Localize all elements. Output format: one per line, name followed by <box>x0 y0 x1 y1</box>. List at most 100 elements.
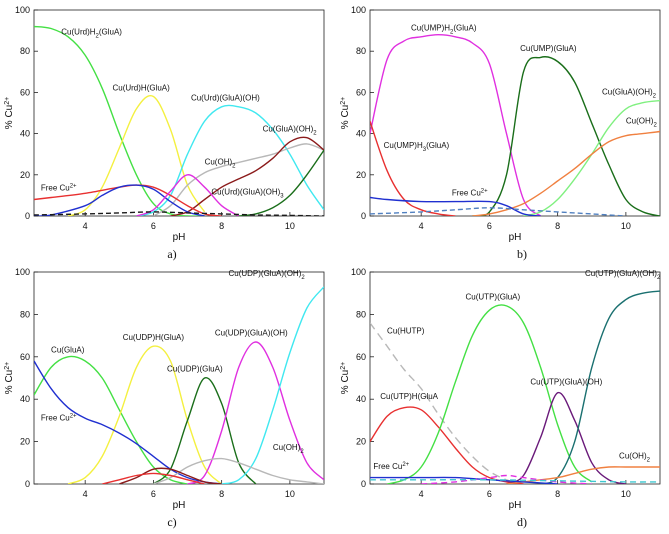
species-label: Cu(GluA) <box>51 346 85 355</box>
species-label: Cu(UDP)(GluA)(OH) <box>215 329 288 338</box>
series-line <box>370 33 542 216</box>
plot-frame <box>369 9 661 217</box>
y-axis-label: % Cu2+ <box>340 362 352 394</box>
species-label: Cu(UMP)H3(GluA) <box>384 141 450 153</box>
series-line <box>540 290 660 484</box>
species-label: Cu(UDP)H(GluA) <box>123 333 185 342</box>
series-line <box>370 479 660 483</box>
x-tick-label: 4 <box>83 221 88 231</box>
panel-caption: b) <box>517 247 527 261</box>
series-line <box>34 360 222 484</box>
species-label: Cu(OH)2 <box>273 443 305 455</box>
x-axis-label: pH <box>173 232 186 243</box>
series-line <box>119 467 222 484</box>
y-tick-label: 20 <box>20 170 30 180</box>
y-tick-label: 100 <box>15 267 30 277</box>
y-tick-label: 80 <box>20 309 30 319</box>
species-label: Free Cu2+ <box>452 188 488 197</box>
species-label: Cu(UMP)H2(GluA) <box>411 24 477 36</box>
y-tick-label: 100 <box>351 267 366 277</box>
y-axis-label: % Cu2+ <box>4 97 16 129</box>
x-tick-label: 6 <box>151 221 156 231</box>
panel-caption: a) <box>167 247 176 261</box>
y-axis-label: % Cu2+ <box>4 362 16 394</box>
series-line <box>170 136 324 216</box>
series-line <box>67 345 223 484</box>
series-line <box>67 95 206 216</box>
y-tick-label: 20 <box>356 170 366 180</box>
y-axis-label: % Cu2+ <box>340 97 352 129</box>
y-tick-label: 40 <box>356 394 366 404</box>
y-tick-label: 80 <box>356 46 366 56</box>
x-tick-label: 4 <box>419 489 424 499</box>
series-line <box>153 143 324 216</box>
plot-frame <box>369 271 661 485</box>
y-tick-label: 80 <box>20 46 30 56</box>
series-line <box>472 56 660 216</box>
species-label: Cu(UTP)(GluA) <box>466 293 521 302</box>
series-line <box>34 211 324 216</box>
y-tick-label: 20 <box>356 437 366 447</box>
panel-1: 0 20 40 60 80 100 4 6 8 10 pH % Cu2+ a) Cu(Urd)H2(Glu… <box>4 5 325 261</box>
species-label: Free Cu2+ <box>373 462 409 471</box>
panel-3: 0 20 40 60 80 100 4 6 8 10 pH % Cu2+ c) Cu(UDP)(GluA)… <box>4 267 325 529</box>
series-line <box>370 406 524 484</box>
species-label: Cu(UTP)(GluA)(OH)2 <box>585 269 661 281</box>
x-tick-label: 4 <box>83 489 88 499</box>
series-line <box>421 474 592 484</box>
x-tick-label: 10 <box>621 489 631 499</box>
x-tick-label: 8 <box>219 489 224 499</box>
series-line <box>221 286 324 484</box>
x-tick-label: 4 <box>419 221 424 231</box>
species-label: Free Cu2+ <box>41 183 77 192</box>
series-line <box>187 341 324 484</box>
y-tick-label: 100 <box>15 5 30 15</box>
series-line <box>153 457 324 484</box>
species-label: Cu(OH)2 <box>626 116 658 128</box>
species-label: Cu(UTP)H(GluA <box>380 392 438 401</box>
y-tick-label: 60 <box>20 352 30 362</box>
species-label: Cu(HUTP) <box>387 326 425 335</box>
series-line <box>238 149 324 216</box>
plot-frame <box>33 271 325 485</box>
x-tick-label: 10 <box>621 221 631 231</box>
y-tick-label: 20 <box>20 437 30 447</box>
y-tick-label: 40 <box>20 129 30 139</box>
x-tick-label: 10 <box>285 489 295 499</box>
series-line <box>472 130 660 216</box>
y-tick-label: 40 <box>20 394 30 404</box>
species-label: Cu(Urd)H(GluA) <box>112 83 170 92</box>
y-tick-label: 0 <box>361 211 366 221</box>
species-label: Cu(GluA)(OH)2 <box>602 87 657 99</box>
series-line <box>136 104 324 216</box>
x-tick-label: 8 <box>555 489 560 499</box>
species-label: Cu(UMP)(GluA) <box>520 44 577 53</box>
y-tick-label: 60 <box>356 352 366 362</box>
species-label: Cu(UDP)(GluA)(OH)2 <box>228 269 305 281</box>
x-tick-label: 8 <box>219 221 224 231</box>
series-line <box>386 304 593 484</box>
x-tick-label: 10 <box>285 221 295 231</box>
x-axis-label: pH <box>509 232 522 243</box>
panel-2: 0 20 40 60 80 100 4 6 8 10 pH % Cu2+ b) Cu(UMP)H2(Glu… <box>340 5 661 261</box>
x-tick-label: 6 <box>151 489 156 499</box>
species-label: Cu(OH)2 <box>619 452 651 464</box>
y-tick-label: 40 <box>356 129 366 139</box>
series-line <box>102 472 205 484</box>
x-tick-label: 8 <box>555 221 560 231</box>
series-line <box>370 207 626 216</box>
species-label: Cu(UDP)(GluA) <box>167 365 223 374</box>
series-line <box>136 174 240 216</box>
species-label: Free Cu2+ <box>41 413 77 422</box>
y-tick-label: 0 <box>25 211 30 221</box>
y-tick-label: 100 <box>351 5 366 15</box>
species-label: Cu(Urd)(GluA)(OH) <box>191 94 260 103</box>
series-line <box>506 392 627 484</box>
plot-frame <box>33 9 325 217</box>
species-label: Cu(GluA)(OH)2 <box>263 125 318 137</box>
x-axis-label: pH <box>509 500 522 511</box>
x-tick-label: 6 <box>487 221 492 231</box>
panel-caption: c) <box>167 515 176 529</box>
species-label: Cu(Urd)H2(GluA) <box>61 28 122 40</box>
